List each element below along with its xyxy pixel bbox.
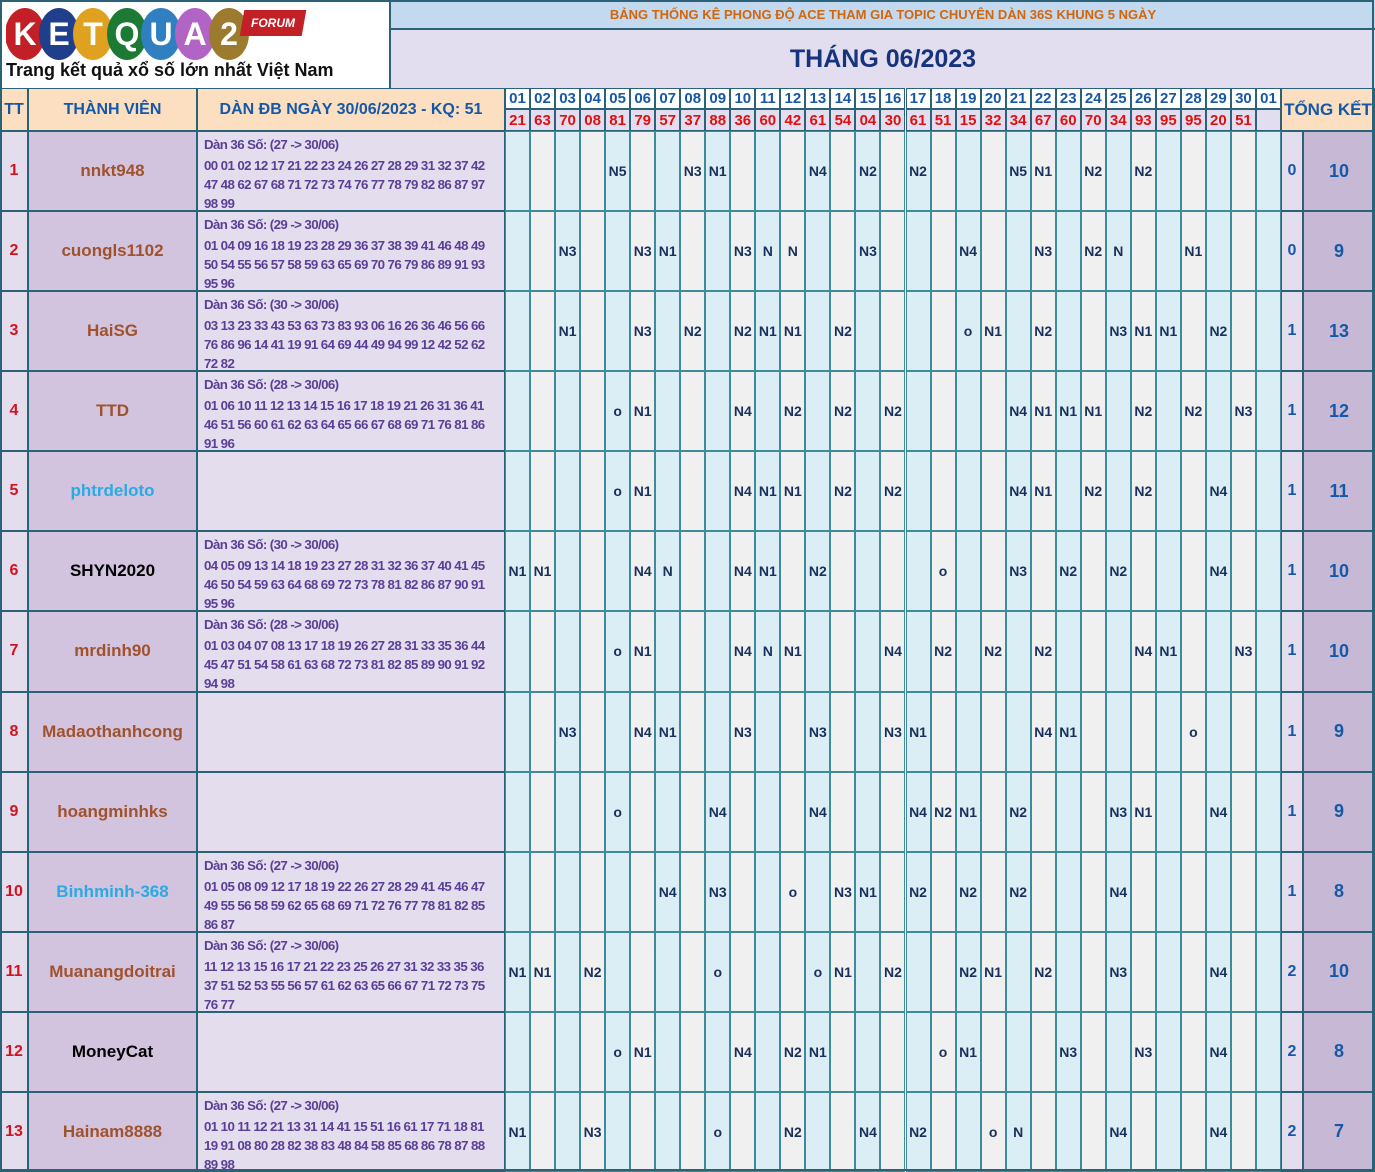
svg-text:U: U xyxy=(149,16,172,52)
svg-text:T: T xyxy=(83,16,103,52)
svg-text:A: A xyxy=(183,16,206,52)
svg-text:Q: Q xyxy=(115,16,140,52)
svg-text:2: 2 xyxy=(220,16,238,52)
svg-text:E: E xyxy=(48,16,69,52)
svg-text:K: K xyxy=(13,16,36,52)
